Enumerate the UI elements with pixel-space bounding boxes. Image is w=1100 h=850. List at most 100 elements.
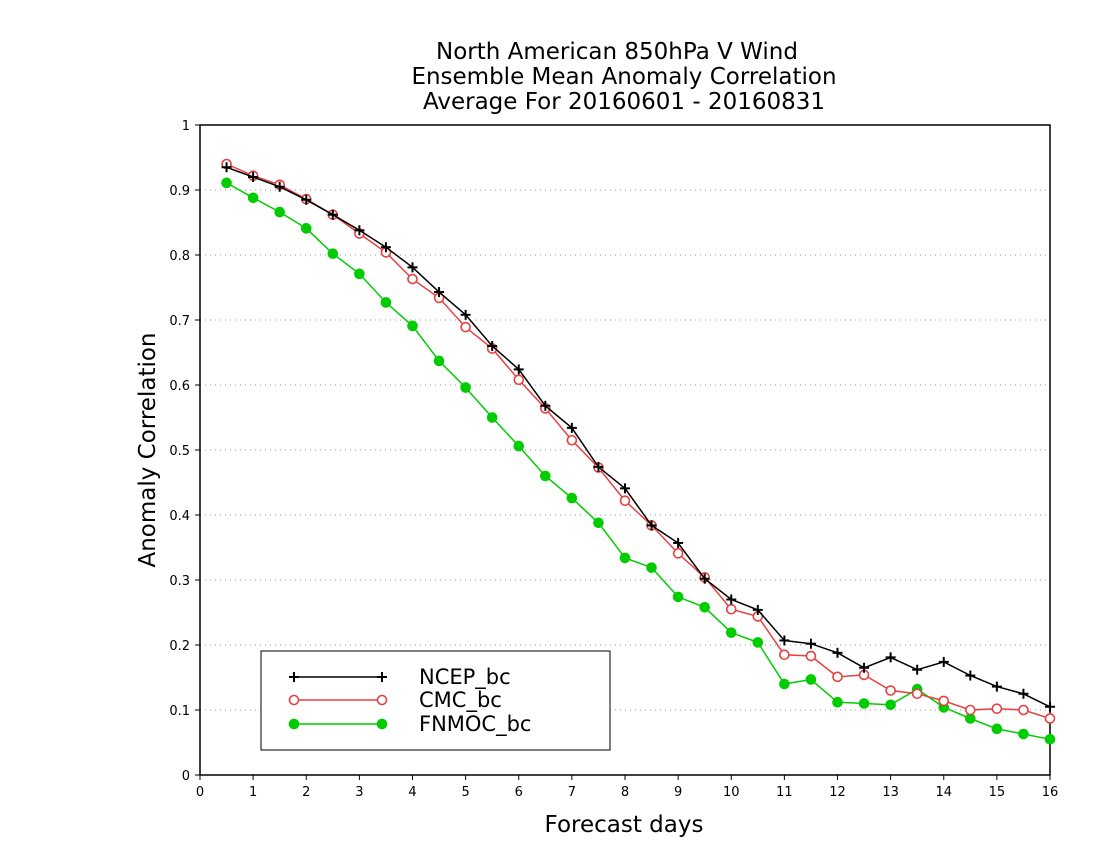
chart-title: North American 850hPa V Wind Ensemble Me… — [411, 39, 836, 115]
data-point — [460, 321, 471, 333]
data-point — [274, 206, 285, 218]
data-point — [407, 273, 418, 285]
y-tick-label: 0.7 — [169, 314, 190, 329]
legend-marker — [288, 718, 300, 730]
data-point — [513, 364, 524, 375]
x-tick-label: 13 — [882, 785, 899, 800]
data-point — [991, 703, 1003, 715]
data-point — [832, 671, 843, 683]
data-point — [619, 552, 631, 564]
data-point — [912, 664, 923, 675]
x-tick-label: 0 — [196, 785, 204, 800]
legend-marker — [376, 718, 388, 730]
data-point — [673, 537, 684, 548]
data-point — [434, 287, 445, 298]
data-point — [1018, 704, 1029, 716]
data-point — [327, 248, 339, 259]
data-point — [248, 172, 259, 182]
legend-label: NCEP_bc — [419, 665, 511, 690]
data-point — [752, 637, 764, 648]
data-point — [858, 698, 870, 709]
data-point — [726, 594, 737, 605]
legend-marker — [288, 694, 300, 706]
data-point — [672, 548, 684, 559]
x-tick-label: 4 — [408, 785, 416, 800]
y-tick-label: 0.6 — [169, 379, 190, 394]
data-point — [779, 635, 790, 646]
data-point — [938, 656, 949, 667]
data-point — [327, 209, 338, 220]
x-tick-label: 9 — [674, 785, 682, 800]
data-point — [779, 649, 790, 661]
plot-frame — [199, 124, 1051, 776]
x-tick-label: 2 — [302, 785, 310, 800]
data-point — [965, 670, 976, 681]
data-point — [300, 223, 312, 234]
data-point — [725, 603, 737, 615]
x-tick-label: 3 — [355, 785, 363, 800]
x-tick-label: 15 — [989, 785, 1006, 800]
data-point — [646, 520, 657, 531]
x-tick-label: 6 — [515, 785, 523, 800]
data-point — [221, 162, 232, 173]
series-line — [226, 163, 1051, 720]
data-point — [540, 470, 551, 482]
title-line-1: North American 850hPa V Wind — [436, 39, 798, 65]
data-point — [805, 674, 817, 685]
x-tick-label: 11 — [776, 785, 793, 800]
data-point — [805, 638, 816, 649]
x-tick-label: 12 — [829, 785, 846, 800]
data-point — [699, 602, 710, 613]
data-point — [805, 650, 817, 662]
data-point — [460, 382, 471, 393]
data-point — [513, 440, 525, 452]
data-point — [1018, 688, 1029, 699]
y-tick-label: 0.1 — [169, 704, 190, 719]
legend-entry-CMC_bc: CMC_bc — [288, 688, 502, 713]
data-point — [646, 562, 657, 573]
data-point — [460, 309, 471, 320]
series-CMC_bc — [221, 158, 1056, 724]
data-point — [672, 591, 684, 603]
data-point — [301, 194, 312, 205]
legend-entry-NCEP_bc: NCEP_bc — [289, 665, 511, 690]
x-tick-label: 1 — [249, 785, 257, 800]
y-tick-label: 0.2 — [169, 639, 190, 654]
data-point — [487, 341, 498, 351]
y-tick-label: 1 — [182, 119, 190, 134]
data-point — [832, 696, 843, 708]
data-point — [911, 688, 923, 700]
data-point — [1044, 733, 1056, 745]
legend-label: FNMOC_bc — [419, 712, 531, 737]
data-point — [513, 374, 525, 386]
title-line-3: Average For 20160601 - 20160831 — [423, 89, 825, 115]
data-point — [885, 652, 896, 663]
legend-marker — [377, 672, 387, 682]
data-point — [407, 262, 418, 273]
data-point — [752, 604, 763, 615]
data-point — [965, 704, 976, 716]
data-point — [380, 242, 391, 253]
y-tick-label: 0.5 — [169, 444, 190, 459]
data-point — [938, 695, 950, 707]
data-point — [991, 723, 1003, 735]
data-point — [1045, 701, 1055, 712]
data-point — [247, 192, 259, 204]
data-point — [593, 517, 604, 529]
x-tick-label: 8 — [621, 785, 629, 800]
series-NCEP_bc — [221, 162, 1055, 712]
data-point — [380, 297, 392, 308]
series-line — [226, 166, 1051, 708]
data-point — [859, 662, 870, 673]
series-lines — [221, 158, 1056, 745]
data-point — [593, 461, 604, 472]
data-point — [699, 573, 710, 584]
data-point — [566, 492, 578, 504]
axes: 00.10.20.30.40.50.60.70.80.910 1 2 3 4 5 6 7 8 9 1… — [169, 119, 1058, 800]
data-point — [885, 699, 896, 711]
data-point — [354, 268, 365, 280]
data-point — [620, 483, 630, 494]
data-point — [274, 181, 285, 192]
data-point — [1044, 713, 1056, 724]
